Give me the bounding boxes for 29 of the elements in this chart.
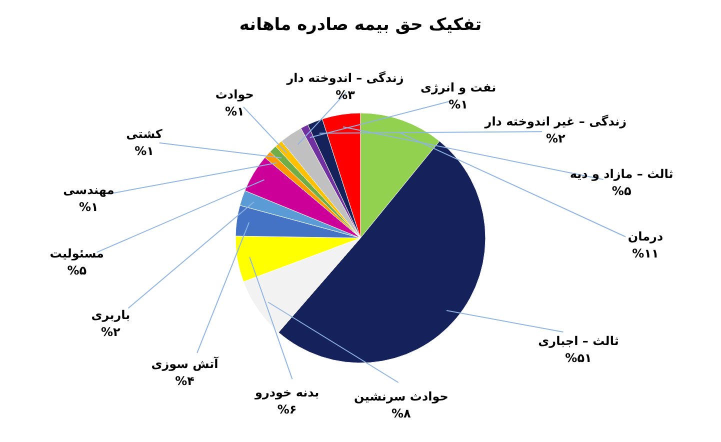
slice-label: زندگی – اندوخته دار bbox=[286, 71, 404, 86]
data-label: %۸ bbox=[392, 406, 412, 420]
slice-label: بدنه خودرو bbox=[254, 386, 320, 400]
data-label: %۵ bbox=[67, 264, 87, 278]
data-label: %۵ bbox=[612, 184, 632, 198]
slice-label: مسئولیت bbox=[50, 246, 104, 261]
slice-label: زندگی – غیر اندوخته دار bbox=[484, 114, 627, 128]
slice-label: آتش سوزی bbox=[151, 356, 220, 371]
data-label: %۱ bbox=[224, 104, 244, 118]
data-label: %۳ bbox=[336, 88, 356, 102]
data-label: %۱ bbox=[134, 144, 154, 158]
data-label: %۲ bbox=[546, 131, 566, 146]
data-label: %۱ bbox=[79, 200, 98, 214]
data-label: %۴ bbox=[175, 374, 194, 388]
slice-label: کشتی bbox=[126, 126, 162, 141]
slice-label: درمان bbox=[628, 230, 664, 244]
slice-label: مهندسی bbox=[63, 182, 114, 197]
slice-label: نفت و انرژی bbox=[420, 80, 496, 95]
data-label: %۶ bbox=[277, 402, 297, 417]
data-label: %۱ bbox=[448, 98, 468, 112]
data-label: %۲ bbox=[101, 325, 122, 340]
slice-label: حوادث سرنشین bbox=[354, 389, 448, 404]
slice-label: باربری bbox=[91, 308, 130, 322]
slice-label: ثالث – مازاد و دیه bbox=[570, 166, 674, 181]
chart-title: تفکیک حق بیمه صادره ماهانه bbox=[239, 15, 482, 35]
slice-label: حوادث bbox=[215, 87, 254, 102]
data-label: %۵۱ bbox=[565, 351, 592, 366]
data-label: %۱۱ bbox=[632, 246, 659, 261]
slice-label: ثالث – اجباری bbox=[538, 334, 619, 348]
